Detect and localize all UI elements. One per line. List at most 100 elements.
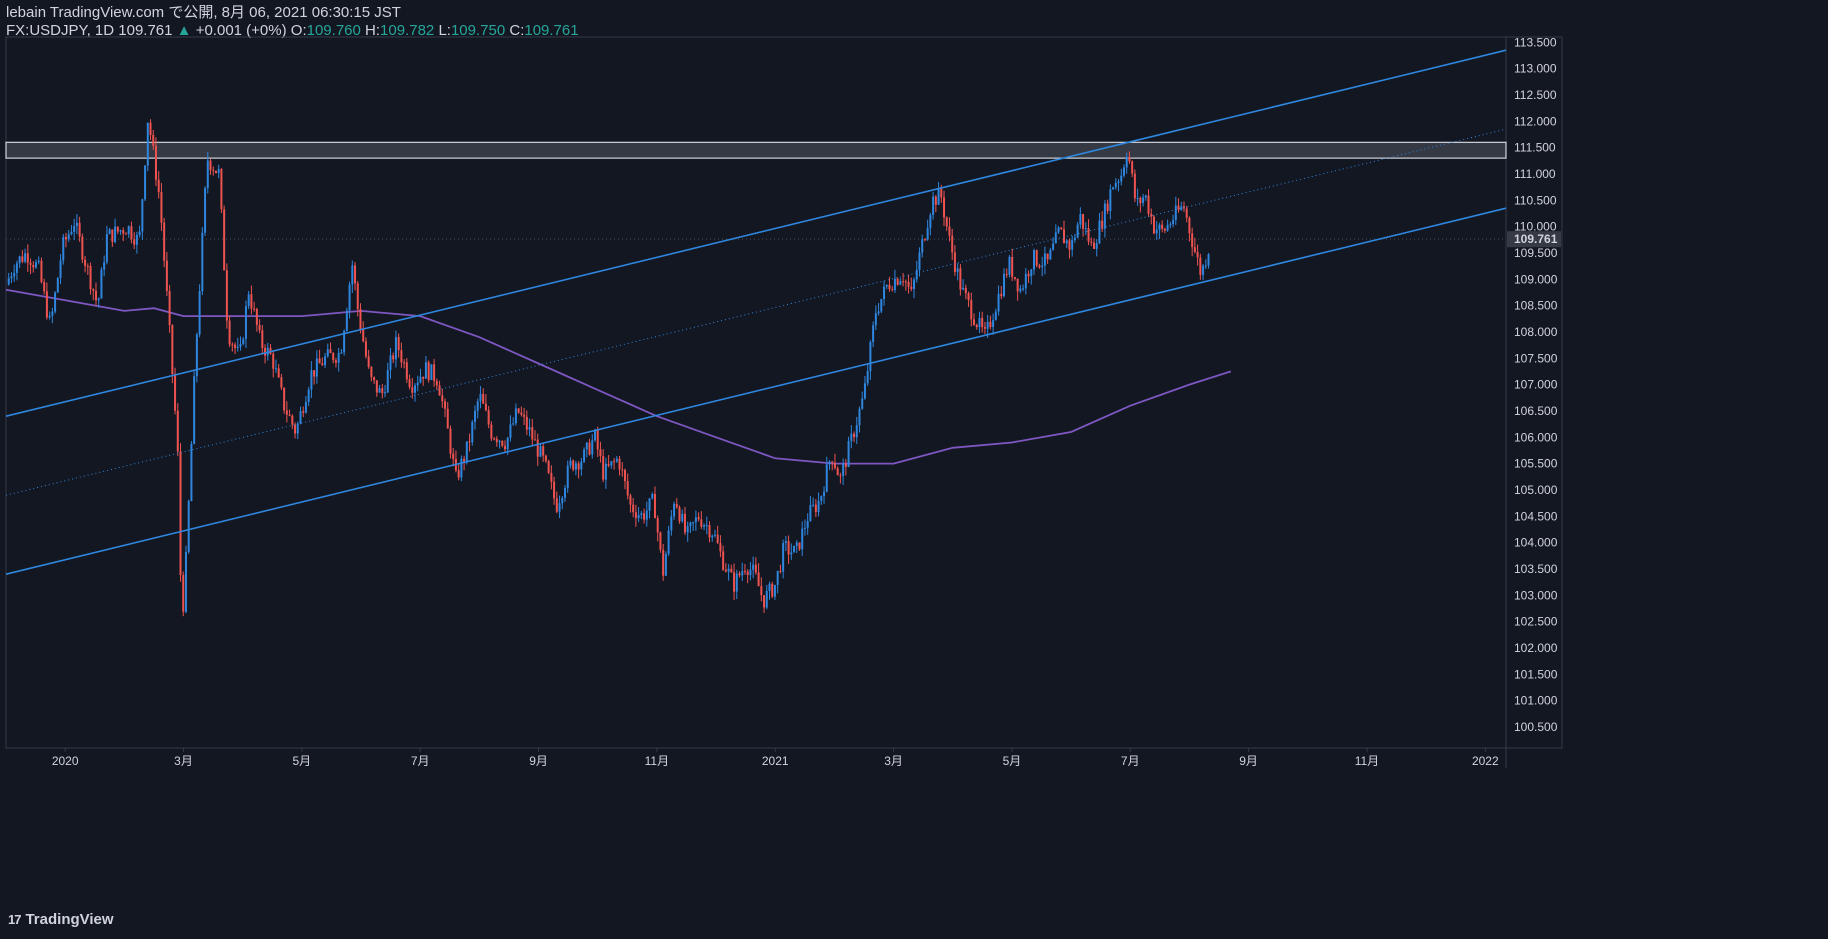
candle[interactable]	[1049, 247, 1052, 260]
candle[interactable]	[1060, 227, 1063, 230]
candle[interactable]	[1114, 178, 1117, 190]
candle[interactable]	[359, 303, 362, 334]
candle[interactable]	[250, 285, 253, 315]
candle[interactable]	[623, 468, 626, 490]
candle[interactable]	[918, 247, 921, 277]
candle[interactable]	[124, 232, 127, 235]
candle[interactable]	[384, 384, 387, 398]
candle[interactable]	[435, 378, 438, 390]
candle[interactable]	[228, 315, 231, 348]
candle[interactable]	[1196, 244, 1199, 266]
candle[interactable]	[272, 350, 275, 378]
candle[interactable]	[885, 284, 888, 290]
candle[interactable]	[1166, 219, 1169, 232]
candle[interactable]	[773, 584, 776, 600]
candle[interactable]	[566, 460, 569, 493]
candle[interactable]	[498, 439, 501, 449]
candle[interactable]	[820, 495, 823, 505]
candle[interactable]	[1003, 268, 1006, 298]
candle[interactable]	[790, 543, 793, 560]
candle[interactable]	[67, 229, 70, 242]
candle[interactable]	[389, 347, 392, 379]
candle[interactable]	[40, 257, 43, 284]
candle[interactable]	[602, 449, 605, 483]
candle[interactable]	[62, 233, 65, 265]
candle[interactable]	[1090, 237, 1093, 246]
candle[interactable]	[1172, 214, 1175, 228]
candle[interactable]	[108, 227, 111, 235]
candle[interactable]	[168, 284, 171, 333]
candle[interactable]	[1125, 152, 1128, 174]
candle[interactable]	[78, 216, 81, 242]
candle[interactable]	[198, 284, 201, 338]
candle[interactable]	[953, 245, 956, 276]
candle[interactable]	[528, 418, 531, 437]
tradingview-logo[interactable]: 17 TradingView	[8, 911, 114, 928]
candle[interactable]	[787, 535, 790, 564]
candle[interactable]	[479, 386, 482, 409]
channel-line-median[interactable]	[5, 128, 1507, 496]
candle[interactable]	[340, 349, 343, 354]
candle[interactable]	[438, 380, 441, 396]
candle[interactable]	[634, 504, 637, 527]
candle[interactable]	[907, 274, 910, 294]
candle[interactable]	[760, 577, 763, 602]
candle[interactable]	[261, 324, 264, 354]
candle[interactable]	[607, 454, 610, 468]
candle[interactable]	[1180, 201, 1183, 211]
candle[interactable]	[1103, 199, 1106, 238]
candle[interactable]	[1120, 168, 1123, 186]
candle[interactable]	[285, 401, 288, 423]
candle[interactable]	[490, 421, 493, 441]
candle[interactable]	[1016, 278, 1019, 301]
candle[interactable]	[37, 256, 40, 265]
candle[interactable]	[1144, 194, 1147, 201]
candle[interactable]	[454, 450, 457, 473]
candle[interactable]	[904, 279, 907, 291]
candle[interactable]	[13, 264, 16, 282]
candle[interactable]	[910, 277, 913, 292]
candle[interactable]	[1142, 193, 1145, 207]
candle[interactable]	[84, 255, 87, 273]
candle[interactable]	[51, 307, 54, 324]
candle[interactable]	[367, 349, 370, 369]
candle[interactable]	[572, 459, 575, 472]
candle[interactable]	[746, 569, 749, 584]
candle[interactable]	[637, 507, 640, 523]
candle[interactable]	[588, 438, 591, 456]
candle[interactable]	[738, 571, 741, 578]
candle[interactable]	[457, 463, 460, 481]
candle[interactable]	[116, 226, 119, 235]
candle[interactable]	[1087, 219, 1090, 246]
candle[interactable]	[1041, 256, 1044, 277]
candle[interactable]	[664, 551, 667, 577]
candle[interactable]	[866, 363, 869, 386]
candle[interactable]	[945, 216, 948, 231]
candle[interactable]	[948, 217, 951, 242]
candle[interactable]	[433, 358, 436, 387]
candle[interactable]	[182, 571, 185, 617]
candle[interactable]	[1019, 285, 1022, 294]
candle[interactable]	[1092, 238, 1095, 250]
candle[interactable]	[1062, 220, 1065, 244]
candle[interactable]	[869, 340, 872, 380]
candle[interactable]	[937, 182, 940, 205]
candle[interactable]	[81, 233, 84, 264]
candle[interactable]	[307, 386, 310, 407]
candle[interactable]	[793, 545, 796, 553]
candle[interactable]	[888, 276, 891, 292]
candle[interactable]	[217, 164, 220, 179]
candle[interactable]	[244, 300, 247, 349]
candle[interactable]	[75, 214, 78, 235]
candle[interactable]	[956, 263, 959, 281]
candle[interactable]	[29, 258, 32, 275]
candle[interactable]	[154, 137, 157, 186]
candle[interactable]	[629, 493, 632, 513]
candle[interactable]	[223, 205, 226, 271]
candle[interactable]	[959, 264, 962, 296]
candle[interactable]	[474, 405, 477, 430]
candle[interactable]	[1057, 225, 1060, 235]
candle[interactable]	[493, 437, 496, 441]
candle[interactable]	[392, 352, 395, 363]
